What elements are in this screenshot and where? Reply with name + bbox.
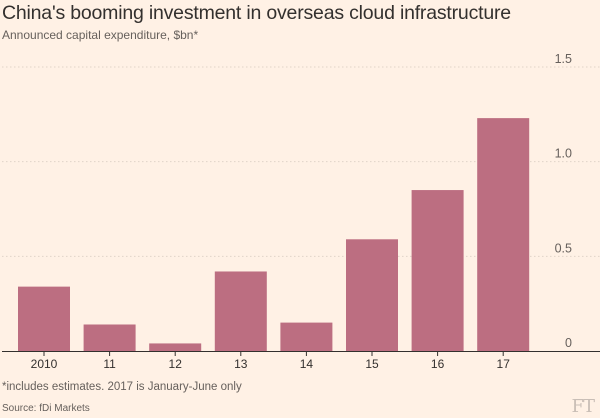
bar [411,190,464,351]
chart-subtitle: Announced capital expenditure, $bn* [2,28,199,42]
y-tick-label: 1.5 [555,52,572,66]
x-tick-label: 13 [234,357,248,371]
x-tick-label: 15 [365,357,379,371]
bar [214,271,267,351]
x-tick-label: 16 [431,357,445,371]
x-tick-label: 17 [497,357,511,371]
y-tick-label: 0 [565,336,572,350]
x-tick-label: 11 [103,357,116,371]
y-axis: 0 0.5 1.0 1.5 [555,52,572,350]
source-note: Source: fDi Markets [2,403,90,414]
chart-title: China's booming investment in overseas c… [2,2,511,24]
bar [83,324,136,351]
bar [280,322,333,351]
x-tick-label: 12 [169,357,183,371]
x-tick-label: 2010 [31,357,58,371]
bar [18,286,70,351]
bar [346,239,398,351]
x-tick-label: 14 [300,357,314,371]
y-tick-label: 0.5 [555,241,572,255]
footnote: *includes estimates. 2017 is January-Jun… [2,381,242,393]
x-axis: 2010 11 12 13 14 15 16 17 [2,351,600,371]
bar [149,343,202,351]
ft-logo: FT [571,396,595,417]
bars [18,118,530,352]
bar [477,118,530,352]
y-tick-label: 1.0 [555,147,572,161]
